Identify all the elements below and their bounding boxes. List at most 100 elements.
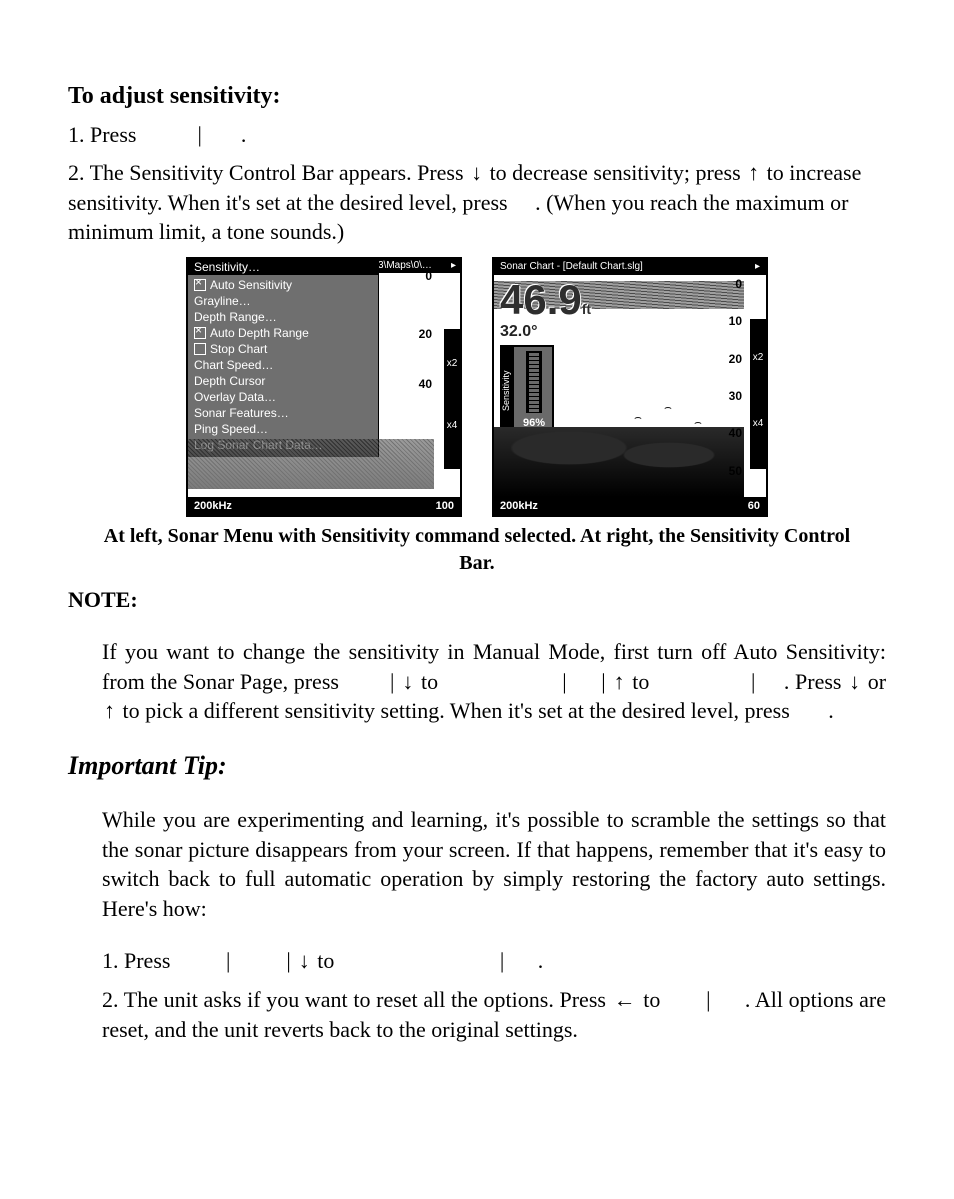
right-bottom-bar: 200kHz 60 [494,497,766,515]
depth-unit: ft [582,301,591,317]
scale-num: 20 [729,350,742,366]
scale-num: 0 [425,268,432,284]
fish-arc-icon: ⌢ [664,399,672,415]
depth-value: 46.9 [500,276,582,323]
menu-item-label: Stop Chart [210,342,267,356]
menu-item[interactable]: Auto Depth Range [194,325,378,341]
pipe: | [280,948,296,973]
right-zoom-bar: x2 x4 [750,319,766,469]
right-depth-scale: 0 10 20 30 40 50 [712,277,742,497]
menu-item-label: Overlay Data… [194,390,276,404]
step1-lead: 1. Press [68,122,136,147]
menu-item[interactable]: Sonar Features… [194,405,378,421]
menu-item[interactable]: Stop Chart [194,341,378,357]
pipe: | [384,669,400,694]
zoom-x2-label: x2 [750,319,766,365]
reset2-to: to [638,987,666,1012]
menu-item-label: Grayline… [194,294,251,308]
tip-body: While you are experimenting and learning… [102,805,886,924]
depth-reading: 46.9ft [500,279,591,321]
note-c: to pick a different sensitivity setting.… [117,698,795,723]
menu-item[interactable]: Chart Speed… [194,357,378,373]
note-dot1: . [784,669,795,694]
pipe: | [595,669,611,694]
zoom-x4-label: x4 [750,365,766,431]
scale-max: 60 [748,499,760,514]
temp-reading: 32.0° [500,321,538,343]
checkbox-icon[interactable] [194,327,206,339]
up-arrow-icon: ↑ [746,160,761,185]
step-1: 1. Press | . [68,120,886,150]
zoom-x2-label: x2 [444,329,460,371]
freq-label: 200kHz [194,499,232,514]
zoom-x4-label: x4 [444,371,460,433]
figure-caption: At left, Sonar Menu with Sensitivity com… [92,523,862,577]
left-tab-label: 3\Maps\0\… [378,260,432,271]
reset1-to: to [312,948,340,973]
menu-item-label: Chart Speed… [194,358,273,372]
pipe: | [745,669,761,694]
tip-heading: Important Tip: [68,748,886,783]
menu-item[interactable]: Overlay Data… [194,389,378,405]
menu-item[interactable]: Grayline… [194,293,378,309]
chevron-right-icon: ▸ [451,259,456,273]
menu-item-label: Depth Cursor [194,374,265,388]
pipe: | [220,948,236,973]
menu-item-label: Auto Sensitivity [210,278,292,292]
checkbox-icon[interactable] [194,279,206,291]
note-dot2: . [828,698,834,723]
checkbox-icon[interactable] [194,343,206,355]
sensitivity-meter-icon [526,351,542,413]
figure-sensitivity-bar: Sonar Chart - [Default Chart.slg] ▸ 46.9… [492,257,768,517]
scale-num: 20 [419,326,432,342]
reset-step-2: 2. The unit asks if you want to reset al… [102,985,886,1044]
up-arrow-icon: ↑ [612,669,627,694]
scale-num: 30 [729,388,742,404]
note-a: If you want to change the sensitivity in… [102,639,886,694]
bottom-return [494,427,744,497]
menu-item[interactable]: Ping Speed… [194,421,378,437]
pipe: | [700,987,716,1012]
figure-row: 3\Maps\0\… ▸ Sensitivity… Auto Sensitivi… [68,257,886,517]
step1-dot: . [241,122,247,147]
down-arrow-icon: ↓ [469,160,484,185]
sensitivity-label: Sensitivity [500,347,514,435]
sensitivity-control-bar[interactable]: Sensitivity 96% [500,345,554,437]
down-arrow-icon: ↓ [297,948,312,973]
scale-num: 40 [419,376,432,392]
scale-num: 40 [729,425,742,441]
up-arrow-icon: ↑ [102,698,117,723]
reset-steps: 1. Press | |↓ to | . 2. The unit asks if… [102,946,886,1045]
figure-sonar-menu: 3\Maps\0\… ▸ Sensitivity… Auto Sensitivi… [186,257,462,517]
note-body: If you want to change the sensitivity in… [102,637,886,726]
scale-max: 100 [436,499,454,514]
fish-arc-icon: ⌢ [634,409,642,425]
menu-item[interactable]: Depth Cursor [194,373,378,389]
menu-item[interactable]: Auto Sensitivity [194,277,378,293]
scale-num: 0 [735,276,742,292]
scale-num: 50 [729,463,742,479]
menu-item-label: Ping Speed… [194,422,268,436]
chevron-right-icon: ▸ [755,259,760,275]
sonar-menu: Sensitivity… Auto Sensitivity Grayline… … [188,259,379,457]
note-b: Press [795,669,847,694]
sonar-noise [188,439,434,489]
menu-item[interactable]: Depth Range… [194,309,378,325]
freq-label: 200kHz [500,499,538,514]
menu-item-label: Depth Range… [194,310,277,324]
right-title: Sonar Chart - [Default Chart.slg] [500,261,643,272]
scale-num: 10 [729,313,742,329]
step2-b: to decrease sensitivity; press [484,160,746,185]
step1-pipe: | [191,122,207,147]
reset1-dot: . [538,948,544,973]
pipe: | [556,669,572,694]
note-to2: to [627,669,655,694]
reset1-lead: 1. Press [102,948,176,973]
left-zoom-bar: x2 x4 [444,329,460,469]
down-arrow-icon: ↓ [400,669,415,694]
heading-adjust: To adjust sensitivity: [68,80,886,112]
left-bottom-bar: 200kHz 100 [188,497,460,515]
right-titlebar: Sonar Chart - [Default Chart.slg] ▸ [494,259,766,275]
pipe: | [494,948,510,973]
note-to1: to [415,669,443,694]
